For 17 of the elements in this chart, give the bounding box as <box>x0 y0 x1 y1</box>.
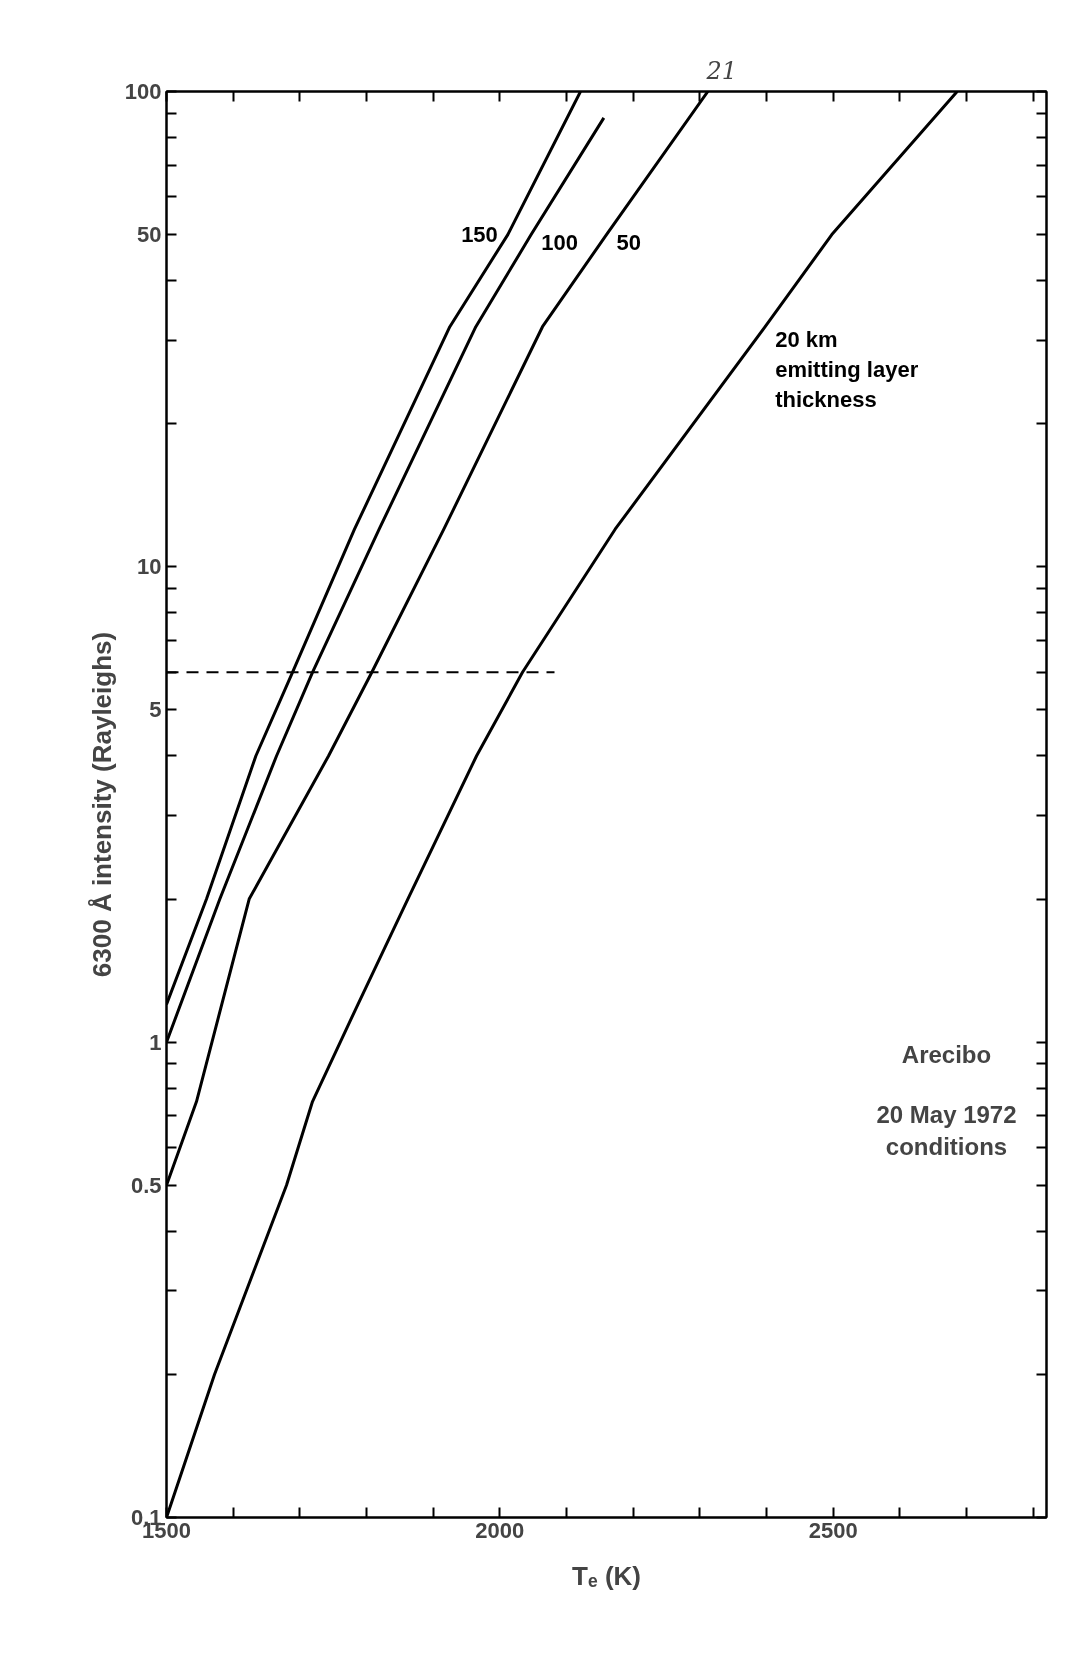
y-tick-label: 10 <box>137 554 162 580</box>
y-tick-label: 50 <box>137 222 162 248</box>
series-label: 100 <box>541 229 578 255</box>
series-label: 150 <box>461 222 498 248</box>
x-tick-label: 2500 <box>808 1517 858 1543</box>
y-tick-label: 100 <box>124 79 162 104</box>
y-tick-label: 1 <box>149 1029 162 1055</box>
x-tick-label: 2000 <box>475 1517 525 1543</box>
annotation: Arecibo <box>901 1040 992 1068</box>
series-label: 50 <box>616 229 641 255</box>
x-axis-title: Tₑ (K) <box>572 1560 641 1591</box>
y-tick-label: 5 <box>149 697 162 723</box>
text: 21 <box>705 57 738 85</box>
series-label: 20 km emitting layer thickness <box>775 326 919 412</box>
annotation: 20 May 1972 conditions <box>876 1100 1017 1160</box>
y-tick-label: 0.5 <box>130 1172 162 1198</box>
y-axis-title: 6300 Å intensity (Rayleighs) <box>86 631 117 978</box>
